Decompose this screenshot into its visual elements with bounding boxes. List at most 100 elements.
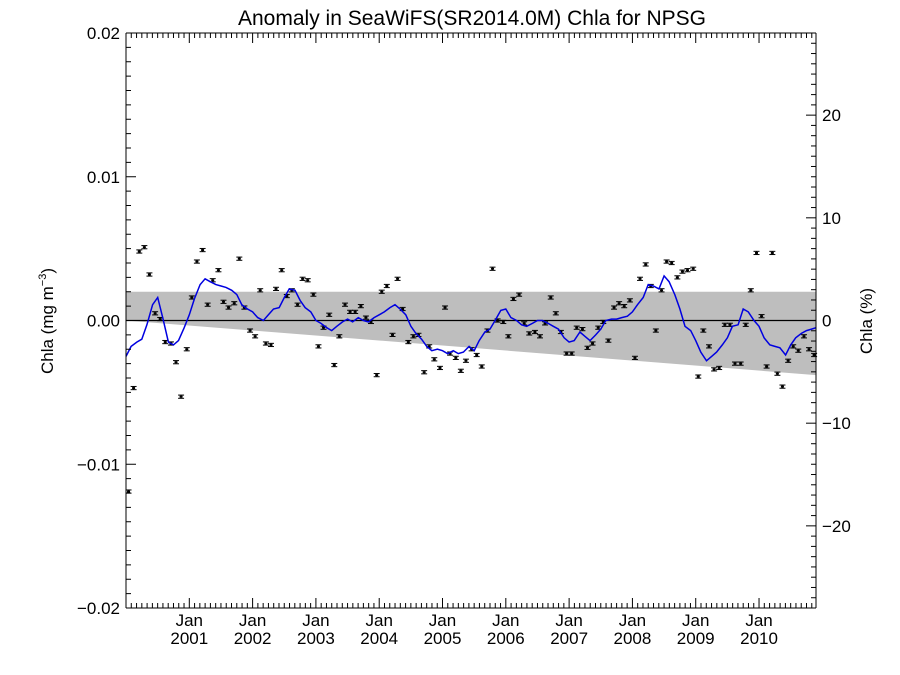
data-point	[462, 358, 469, 363]
y-tick-label: 0.02	[87, 24, 120, 43]
data-point	[452, 355, 459, 360]
data-point	[552, 311, 559, 316]
data-point	[616, 301, 623, 306]
data-point	[262, 341, 269, 346]
x-tick-label-year: 2009	[677, 629, 715, 648]
data-point	[478, 364, 485, 369]
data-point	[394, 276, 401, 281]
data-point	[642, 262, 649, 267]
data-point	[231, 301, 238, 306]
data-point	[220, 299, 227, 304]
y2-axis-label: Chla (%)	[857, 288, 876, 354]
x-tick-label-month: Jan	[745, 611, 772, 630]
data-point	[299, 276, 306, 281]
data-point	[178, 394, 185, 399]
x-tick-label-month: Jan	[239, 611, 266, 630]
x-tick-label-month: Jan	[619, 611, 646, 630]
data-point	[257, 288, 264, 293]
data-point	[310, 292, 317, 297]
data-point	[204, 302, 211, 307]
y-tick-label: −0.01	[77, 455, 120, 474]
chart-title: Anomaly in SeaWiFS(SR2014.0M) Chla for N…	[238, 7, 706, 30]
data-point	[252, 334, 259, 339]
data-point	[389, 332, 396, 337]
data-point	[631, 355, 638, 360]
x-tick-label-year: 2003	[297, 629, 335, 648]
data-point	[405, 339, 412, 345]
data-point	[758, 314, 765, 319]
x-tick-label-year: 2010	[740, 629, 778, 648]
data-point	[510, 296, 517, 302]
x-tick-label-year: 2008	[614, 629, 652, 648]
data-point	[183, 347, 190, 352]
data-point	[326, 312, 333, 317]
data-point	[579, 327, 586, 332]
uncertainty-band	[126, 291, 816, 376]
data-point	[383, 283, 390, 289]
data-point	[531, 329, 538, 335]
data-point	[679, 269, 686, 274]
data-point	[605, 338, 612, 343]
x-tick-label-month: Jan	[429, 611, 456, 630]
data-point	[431, 357, 438, 362]
x-tick-label-month: Jan	[492, 611, 519, 630]
y2-tick-label: 20	[822, 106, 841, 125]
data-point	[706, 344, 713, 349]
y-tick-label: 0.00	[87, 312, 120, 331]
x-tick-label-month: Jan	[682, 611, 709, 630]
data-point	[273, 286, 280, 291]
data-point	[421, 370, 428, 375]
data-point	[589, 341, 596, 346]
data-point	[304, 278, 311, 283]
data-point	[637, 276, 644, 281]
data-point	[267, 342, 274, 348]
data-point	[141, 245, 148, 250]
data-point	[278, 268, 285, 273]
data-point	[130, 385, 137, 391]
data-point	[742, 322, 749, 327]
x-tick-label-year: 2004	[360, 629, 398, 648]
x-tick-label-month: Jan	[366, 611, 393, 630]
data-point	[215, 268, 222, 273]
data-point	[378, 289, 385, 294]
data-point	[611, 305, 618, 310]
data-point	[294, 302, 301, 307]
data-point	[357, 304, 364, 309]
data-point	[747, 288, 754, 293]
data-point	[785, 358, 792, 363]
data-point	[711, 367, 718, 372]
data-point	[315, 344, 322, 349]
data-point	[436, 365, 443, 371]
data-point	[225, 305, 232, 310]
data-point	[473, 352, 480, 358]
data-point	[674, 275, 681, 280]
data-point	[584, 345, 591, 350]
data-point	[505, 334, 512, 339]
y-axis-label-unit-sup: −3	[37, 274, 49, 287]
data-point	[769, 250, 776, 256]
data-point	[526, 331, 533, 336]
y2-tick-label: 10	[822, 209, 841, 228]
y2-tick-label: −10	[822, 414, 851, 433]
data-point	[668, 260, 675, 266]
data-point	[684, 268, 691, 273]
data-point	[700, 328, 707, 333]
data-point	[152, 311, 159, 316]
data-point	[626, 298, 633, 303]
data-point	[737, 361, 744, 366]
data-point	[500, 319, 507, 325]
data-point	[652, 328, 659, 333]
y-axis-label: Chla (mg m−3)	[37, 268, 57, 374]
data-point	[716, 365, 723, 371]
data-point	[516, 292, 523, 297]
data-point	[136, 249, 143, 254]
data-point	[146, 272, 153, 277]
data-point	[753, 250, 760, 256]
x-tick-label-month: Jan	[176, 611, 203, 630]
data-point	[721, 322, 728, 327]
data-point	[342, 302, 349, 307]
x-tick-label-year: 2006	[487, 629, 525, 648]
data-point	[568, 351, 575, 356]
x-tick-label-month: Jan	[555, 611, 582, 630]
